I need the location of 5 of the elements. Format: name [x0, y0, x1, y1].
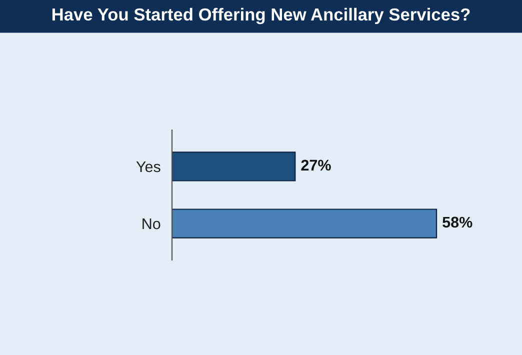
y-tick-label: No	[142, 218, 160, 230]
data-label: 58%	[442, 216, 472, 228]
chart-title: Have You Started Offering New Ancillary Services?	[52, 8, 470, 24]
y-tick-label: Yes	[136, 162, 160, 172]
data-label: 27%	[301, 160, 331, 171]
